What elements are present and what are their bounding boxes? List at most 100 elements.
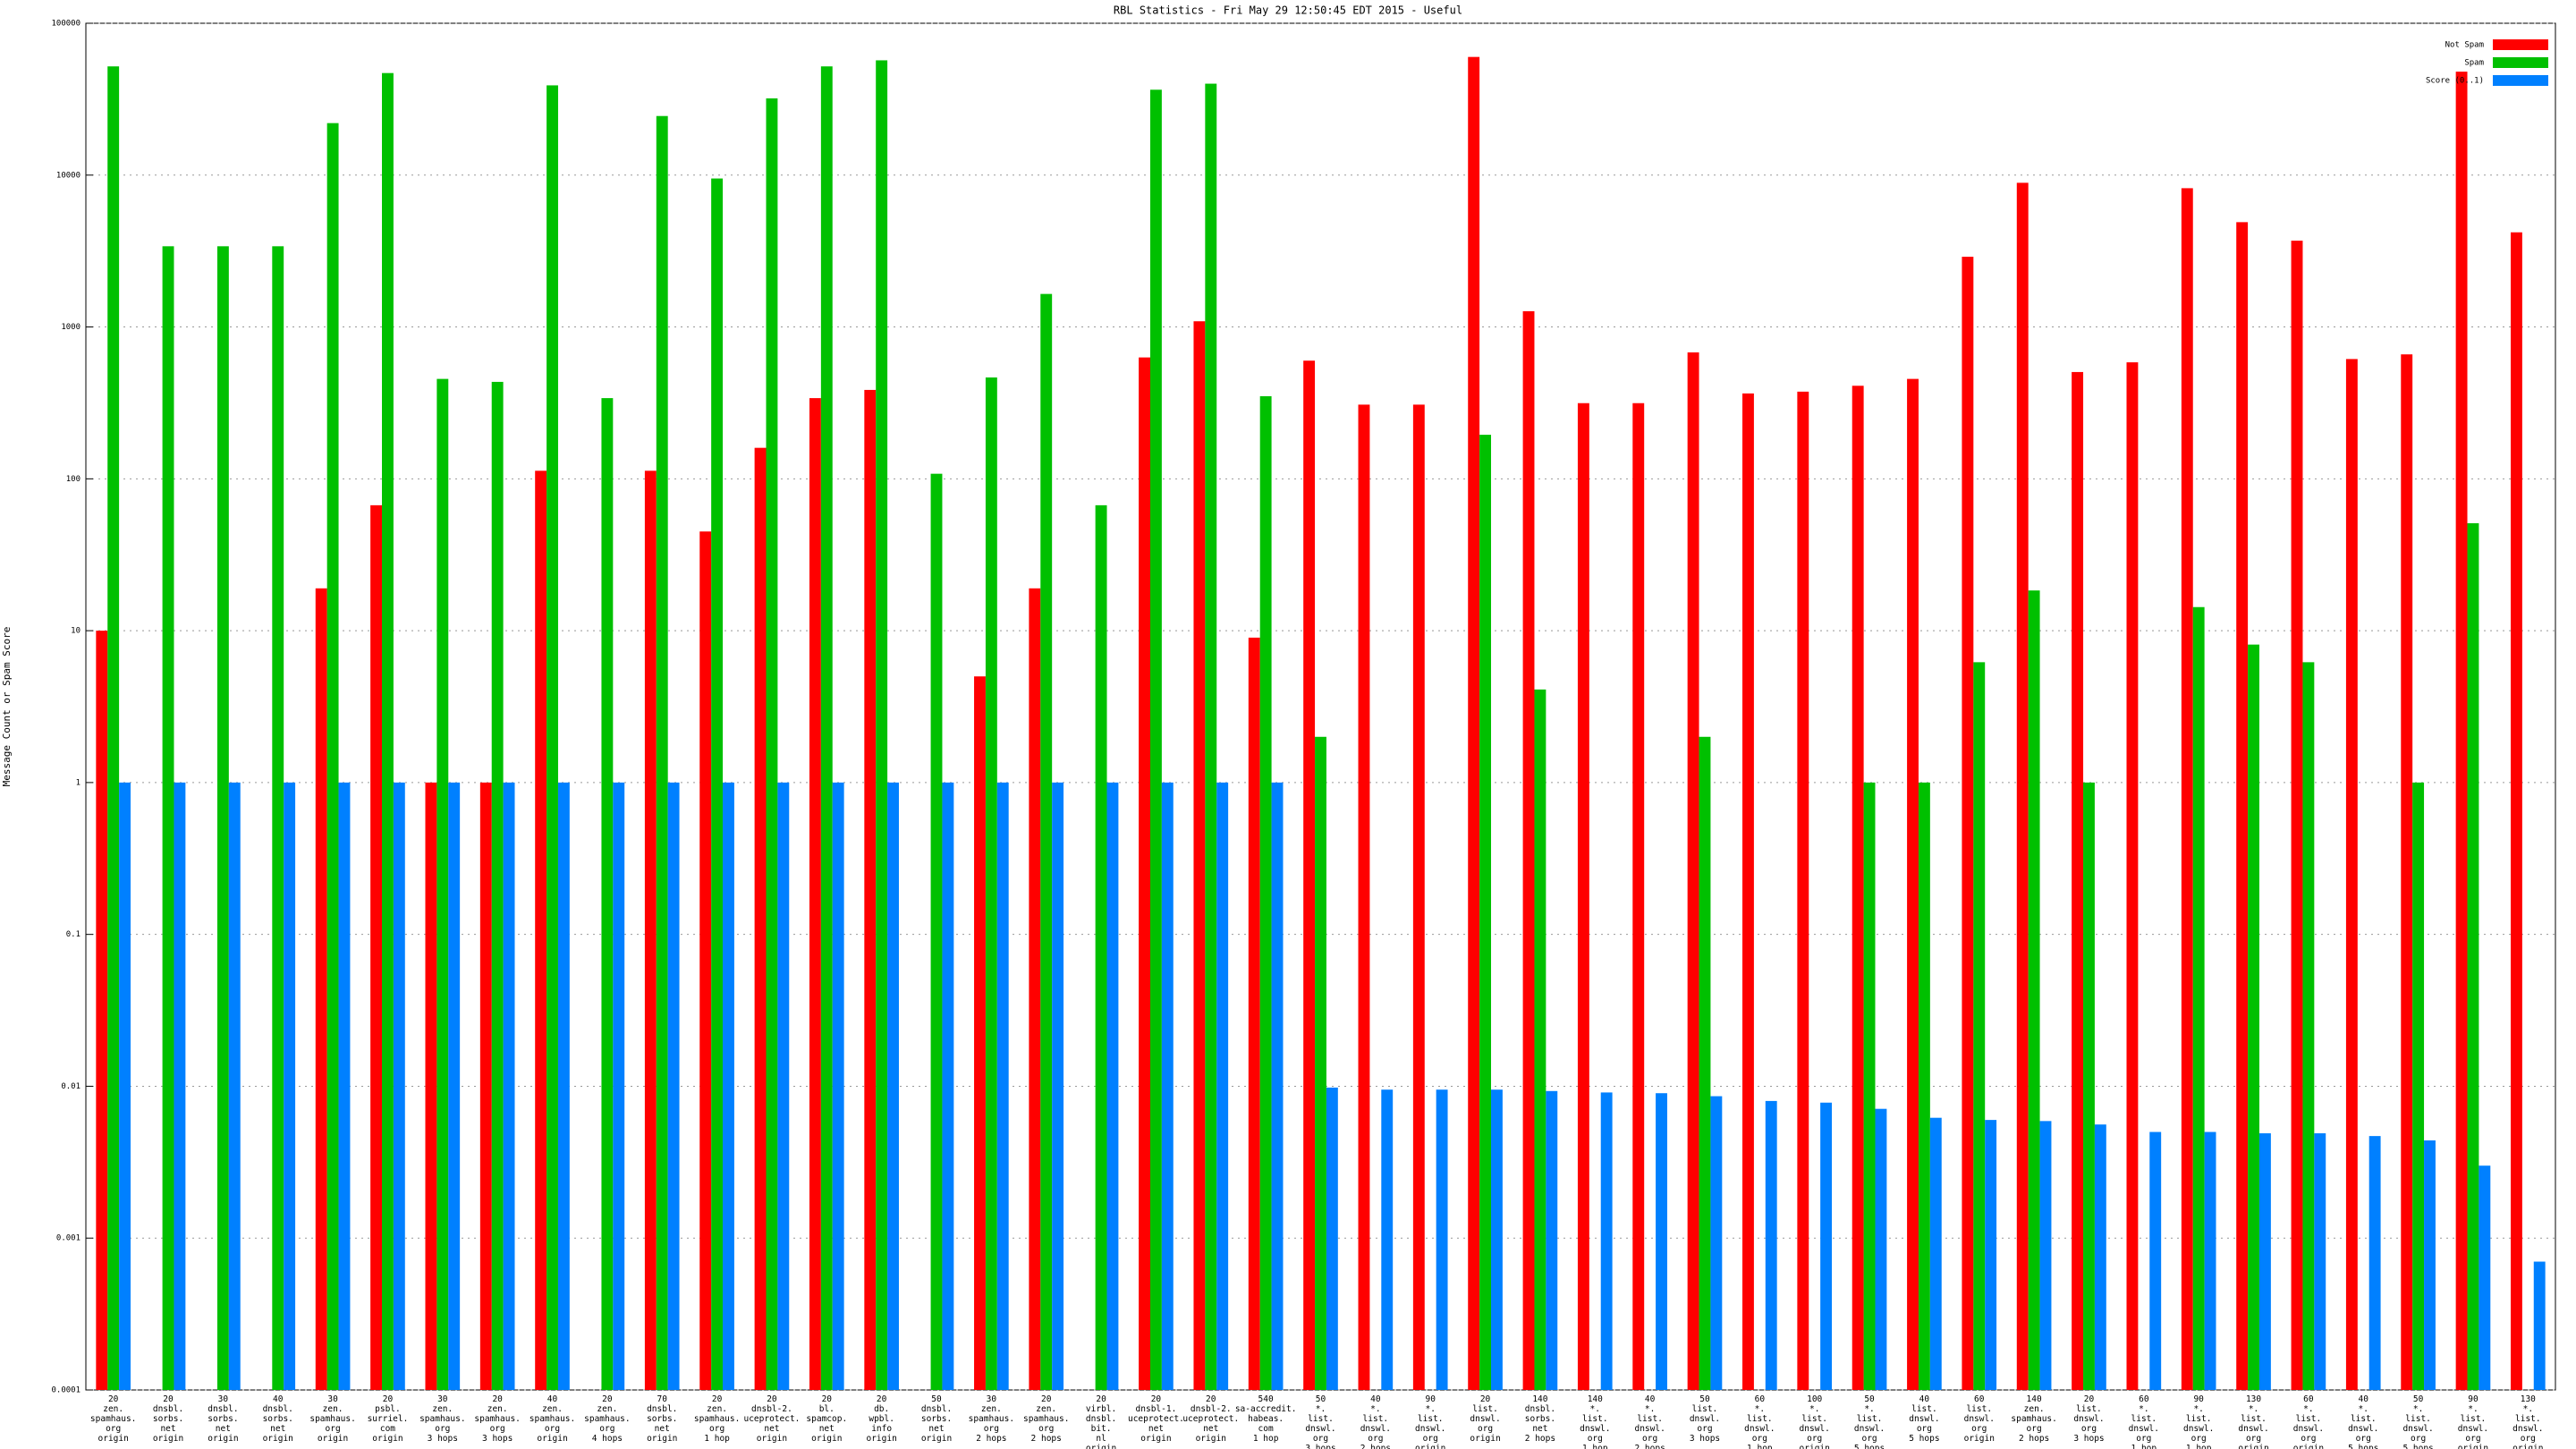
x-tick-label: 50 *. list. dnswl. org 5 hops — [1854, 1394, 1885, 1449]
legend-label: Spam — [2464, 59, 2484, 68]
bar — [107, 66, 120, 1391]
bar — [2291, 241, 2303, 1390]
bar — [1248, 637, 1260, 1390]
x-tick-label: 60 list. dnswl. org origin — [1964, 1394, 1995, 1444]
bar — [557, 782, 570, 1390]
x-tick-label: 20 virbl. dnsbl. bit. nl origin — [1086, 1394, 1116, 1449]
bar — [887, 782, 899, 1390]
bar — [2149, 1131, 2162, 1390]
bar — [2181, 188, 2193, 1390]
y-tick-label: 100 — [66, 475, 80, 484]
bar — [930, 473, 943, 1391]
bar — [1303, 360, 1316, 1390]
bar — [2345, 359, 2358, 1390]
x-tick-label: 20 dnsbl-2. uceprotect. net origin — [743, 1394, 800, 1444]
bar — [2510, 232, 2522, 1390]
x-tick-label: 40 *. list. dnswl. org 2 hops — [1634, 1394, 1665, 1449]
bar — [216, 246, 229, 1390]
x-tick-label: 20 list. dnswl. org origin — [1470, 1394, 1500, 1444]
y-tick-label: 10000 — [56, 171, 80, 180]
bar — [820, 66, 833, 1391]
bar — [832, 782, 844, 1390]
x-tick-label: 20 list. dnswl. org 3 hops — [2073, 1394, 2104, 1444]
bar — [2314, 1133, 2326, 1390]
x-tick-label: 20 zen. spamhaus. org 3 hops — [474, 1394, 520, 1444]
bar — [1687, 352, 1699, 1390]
bar — [2039, 1121, 2052, 1390]
bar — [1381, 1089, 1394, 1390]
bar — [1193, 321, 1206, 1390]
bar — [1161, 782, 1174, 1390]
x-tick-label: 140 *. list. dnswl. org 1 hop — [1580, 1394, 1610, 1449]
bar — [754, 447, 767, 1391]
y-tick-label: 1000 — [61, 323, 80, 332]
bar — [1546, 1090, 1558, 1390]
x-tick-label: 130 *. list. dnswl. org origin — [2512, 1394, 2543, 1449]
bar — [370, 504, 383, 1390]
bar — [1052, 782, 1064, 1390]
bar — [809, 398, 821, 1390]
y-tick-label: 10 — [71, 627, 80, 636]
bar — [1479, 435, 1492, 1390]
y-tick-label: 0.1 — [66, 930, 80, 939]
x-tick-label: 90 *. list. dnswl. org 1 hop — [2183, 1394, 2214, 1449]
chart-title: RBL Statistics - Fri May 29 12:50:45 EDT… — [1114, 4, 1462, 17]
legend-swatch — [2493, 75, 2548, 86]
bar — [876, 60, 888, 1390]
bar — [1797, 391, 1809, 1390]
x-tick-label: 50 list. dnswl. org 3 hops — [1690, 1394, 1720, 1444]
bar — [1534, 689, 1546, 1390]
bar — [228, 782, 241, 1390]
x-tick-label: 70 dnsbl. sorbs. net origin — [647, 1394, 677, 1444]
bar — [2028, 590, 2040, 1390]
bar — [667, 782, 680, 1390]
x-tick-label: 30 zen. spamhaus. org 2 hops — [969, 1394, 1014, 1444]
x-tick-label: 60 *. list. dnswl. org 1 hop — [1744, 1394, 1775, 1449]
bar — [1216, 782, 1229, 1390]
bar — [656, 115, 668, 1390]
x-tick-label: 90 *. list. dnswl. org origin — [1415, 1394, 1445, 1449]
x-tick-label: 20 bl. spamcop. net origin — [806, 1394, 847, 1444]
x-tick-label: 140 dnsbl. sorbs. net 2 hops — [1525, 1394, 1555, 1444]
bar — [1358, 404, 1370, 1390]
x-tick-label: 30 dnsbl. sorbs. net origin — [208, 1394, 238, 1444]
bar — [1699, 736, 1711, 1390]
x-tick-label: 40 dnsbl. sorbs. net origin — [263, 1394, 293, 1444]
bar — [479, 782, 492, 1390]
bar — [1412, 404, 1425, 1390]
bar — [326, 123, 339, 1391]
bar — [272, 246, 284, 1390]
bar — [1907, 378, 1919, 1390]
bar — [1656, 1093, 1667, 1390]
bar — [1522, 310, 1535, 1390]
bar — [1985, 1120, 1997, 1390]
bar — [1742, 393, 1754, 1390]
x-tick-label: 60 *. list. dnswl. org 1 hop — [2129, 1394, 2159, 1449]
bar — [1259, 395, 1272, 1391]
bar — [436, 378, 449, 1390]
bar — [162, 246, 174, 1390]
bar — [547, 85, 558, 1391]
bar — [2412, 782, 2425, 1390]
x-tick-label: 100 *. list. dnswl. org origin — [1800, 1394, 1830, 1449]
bar — [1875, 1108, 1887, 1390]
x-tick-label: 50 dnsbl. sorbs. net origin — [921, 1394, 952, 1444]
bar — [2401, 354, 2413, 1390]
bar — [2455, 72, 2468, 1390]
bar — [1468, 56, 1480, 1390]
bar — [503, 782, 515, 1390]
bar — [1315, 736, 1326, 1390]
bar — [1929, 1117, 1942, 1390]
bar — [996, 782, 1009, 1390]
x-tick-label: 20 dnsbl-1. uceprotect. net origin — [1128, 1394, 1184, 1444]
bar — [2248, 644, 2259, 1390]
bar — [1577, 402, 1589, 1391]
bar — [96, 631, 108, 1390]
bar — [2094, 1124, 2106, 1390]
bar — [2424, 1140, 2436, 1390]
x-tick-label: 50 *. list. dnswl. org 5 hops — [2402, 1394, 2433, 1449]
bar — [1973, 662, 1986, 1390]
bar — [535, 470, 547, 1390]
bar — [2479, 1165, 2491, 1390]
bar — [315, 588, 327, 1390]
